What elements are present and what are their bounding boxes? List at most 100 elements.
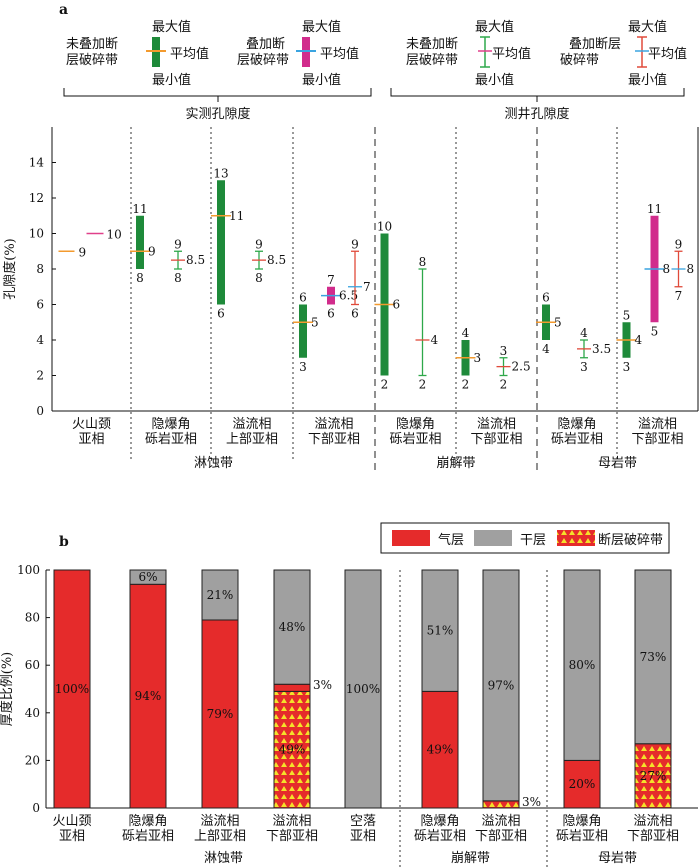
x-category-label: 溢流相: [633, 814, 672, 829]
legend-faulted-4a: 叠加断层: [569, 37, 621, 52]
mean-value-label: 9: [148, 244, 156, 258]
mean-value-label: 8.5: [186, 253, 205, 267]
mean-value-label: 4: [635, 333, 643, 347]
max-value-label: 5: [623, 308, 631, 322]
x-category-label: 火山颈: [72, 417, 111, 432]
legend-not-faulted-3a: 未叠加断: [406, 37, 458, 52]
legend-dry-label: 干层: [520, 533, 546, 548]
zone-label: 崩解带: [436, 456, 475, 471]
x-category-label: 砾岩亚相: [389, 432, 441, 447]
x-category-label: 下部亚相: [266, 829, 318, 844]
legend-avg-3: 平均值: [492, 46, 531, 62]
stack-segment: [482, 569, 520, 802]
mean-value-label: 8.5: [267, 253, 286, 267]
stack-segment: [201, 569, 239, 621]
x-category-label: 亚相: [350, 829, 376, 844]
y-tick-label: 10: [29, 227, 44, 241]
zone-label: 淋蚀带: [194, 456, 233, 471]
stack-segment: [273, 690, 311, 809]
x-category-label: 溢流相: [481, 814, 520, 829]
panel-a: a 最大值 最小值 平均值 未叠加断 层破碎带 最大值 最小值 平均值 叠加断 …: [2, 2, 699, 475]
x-category-label: 下部亚相: [308, 432, 360, 447]
x-category-label: 砾岩亚相: [414, 829, 466, 844]
min-value-label: 3: [623, 360, 631, 374]
x-category-label: 溢流相: [638, 417, 677, 432]
x-category-label: 溢流相: [272, 814, 311, 829]
mean-value-label: 8: [663, 262, 671, 276]
porosity-range-bar: [217, 180, 225, 305]
x-category-label: 溢流相: [200, 814, 239, 829]
legend-min-2: 最小值: [302, 72, 341, 88]
percent-label: 3%: [313, 678, 332, 692]
panel-a-legend: 最大值 最小值 平均值 未叠加断 层破碎带 最大值 最小值 平均值 叠加断 层破…: [63, 19, 687, 122]
percent-label: 3%: [522, 795, 541, 809]
max-value-label: 7: [327, 273, 335, 287]
stack-segment: [129, 583, 167, 809]
max-value-label: 10: [377, 220, 392, 234]
x-category-label: 隐爆角: [557, 417, 596, 432]
legend-max-4: 最大值: [628, 19, 667, 35]
panel-b-legend: 气层 干层 断层破碎带: [380, 522, 670, 554]
stack-segment: [273, 683, 311, 692]
min-value-label: 5: [651, 324, 659, 338]
legend-avg-2: 平均值: [320, 46, 359, 62]
min-value-label: 2: [419, 378, 427, 392]
legend-faulted-2a: 叠加断: [246, 37, 285, 52]
mean-value-label: 6.5: [339, 289, 358, 303]
x-category-label: 上部亚相: [194, 829, 246, 844]
x-category-label: 下部亚相: [627, 829, 679, 844]
legend-not-faulted-1b: 层破碎带: [66, 53, 118, 68]
percent-label: 20%: [569, 777, 596, 791]
mean-value-label: 4: [431, 333, 439, 347]
stack-segment: [344, 569, 382, 809]
x-category-label: 溢流相: [477, 417, 516, 432]
x-category-label: 亚相: [59, 829, 85, 844]
max-value-label: 6: [542, 291, 550, 305]
x-category-label: 火山颈: [52, 814, 91, 829]
x-category-label: 隐爆角: [128, 814, 167, 829]
percent-label: 49%: [427, 743, 454, 757]
zone-label: 崩解带: [451, 851, 490, 866]
stack-segment: [563, 759, 601, 809]
x-category-label: 溢流相: [314, 417, 353, 432]
thickness-chart: 020406080100厚度比例(%)火山颈亚相隐爆角砾岩亚相溢流相上部亚相溢流…: [0, 563, 698, 867]
min-value-label: 8: [136, 271, 144, 285]
legend-fault-label: 断层破碎带: [598, 533, 663, 548]
percent-label: 51%: [427, 624, 454, 638]
legend-max-1: 最大值: [152, 19, 191, 35]
max-value-label: 3: [500, 344, 508, 358]
max-value-label: 9: [675, 237, 683, 251]
min-value-label: 7: [675, 289, 683, 303]
legend-min-1: 最小值: [152, 72, 191, 88]
legend-max-3: 最大值: [475, 19, 514, 35]
percent-label: 79%: [207, 707, 234, 721]
zone-label: 母岩带: [598, 851, 637, 866]
legend-not-faulted-3b: 层破碎带: [406, 53, 458, 68]
y-tick-label: 80: [25, 611, 40, 625]
min-value-label: 3: [580, 360, 588, 374]
stack-segment: [421, 690, 459, 809]
min-value-label: 6: [327, 307, 335, 321]
x-category-label: 砾岩亚相: [145, 432, 197, 447]
y-tick-label: 12: [29, 191, 44, 205]
x-category-label: 空落: [350, 814, 376, 829]
y-axis-label: 孔隙度(%): [2, 238, 18, 300]
x-category-label: 亚相: [78, 432, 104, 447]
x-category-label: 隐爆角: [151, 417, 190, 432]
bracket-measured: [63, 88, 372, 97]
min-value-label: 2: [462, 378, 470, 392]
percent-label: 73%: [640, 650, 667, 664]
panel-a-tag: a: [59, 2, 68, 18]
percent-label: 48%: [279, 620, 306, 634]
x-category-label: 砾岩亚相: [551, 432, 603, 447]
y-tick-label: 4: [36, 333, 44, 347]
mean-value-label: 2.5: [512, 360, 531, 374]
stack-segment: [201, 619, 239, 809]
bracket-log: [390, 88, 685, 97]
percent-label: 94%: [135, 689, 162, 703]
max-value-label: 4: [462, 326, 470, 340]
min-value-label: 2: [500, 378, 508, 392]
max-value-label: 9: [174, 237, 182, 251]
mean-value-label: 7: [363, 280, 371, 294]
max-value-label: 9: [255, 237, 263, 251]
